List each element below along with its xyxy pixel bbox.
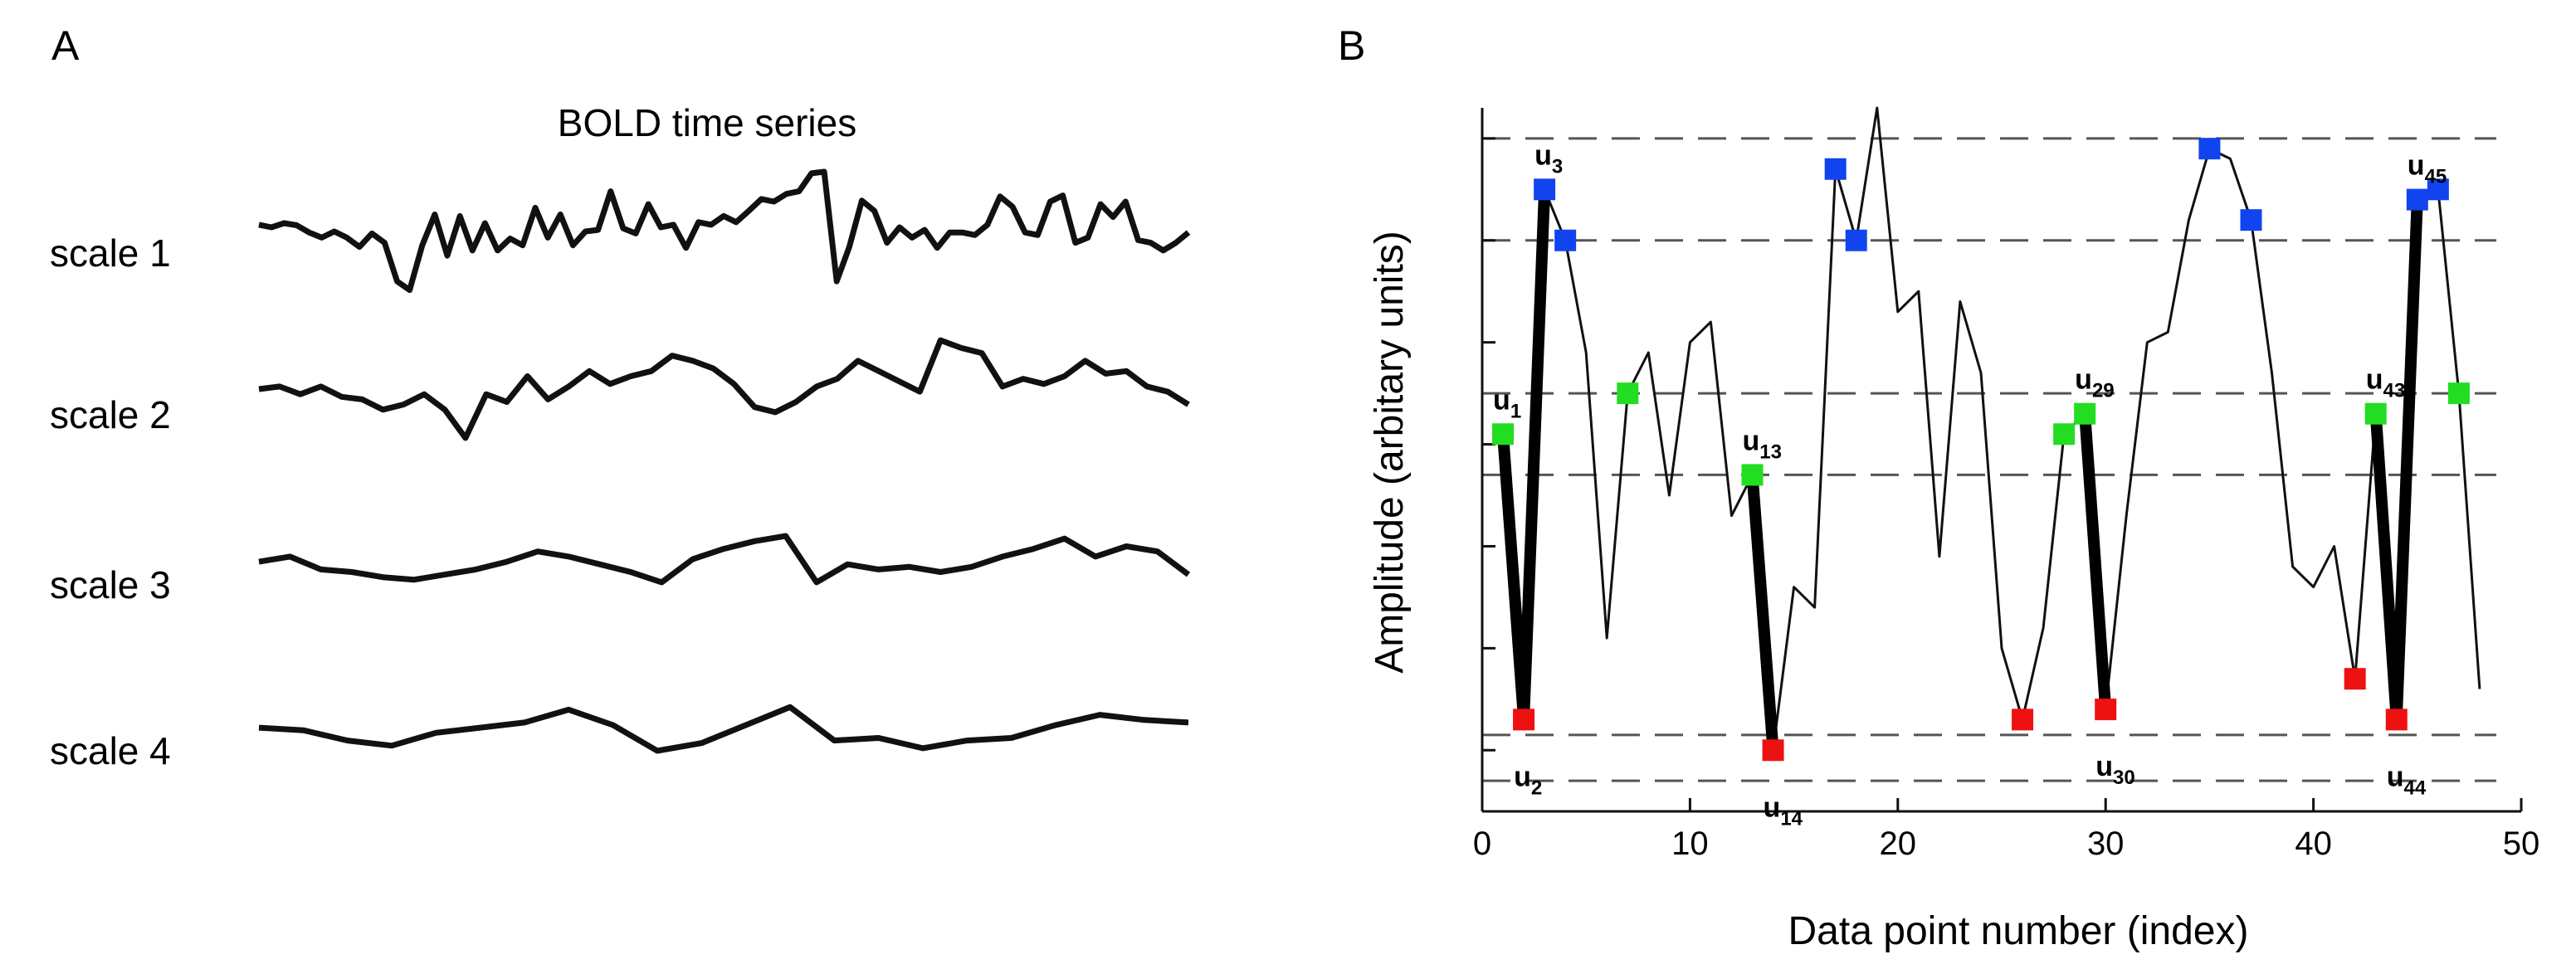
annotation-main: u bbox=[1493, 384, 1510, 416]
red-marker bbox=[2095, 699, 2117, 721]
annotation-main: u bbox=[1514, 761, 1531, 792]
green-marker bbox=[2364, 402, 2387, 425]
panel-a-label: A bbox=[51, 22, 80, 69]
annotation-subscript: 45 bbox=[2425, 166, 2447, 188]
annotation-main: u bbox=[2075, 364, 2092, 396]
blue-marker bbox=[2406, 188, 2428, 211]
annotation-u43: u43 bbox=[2366, 364, 2405, 402]
annotation-main: u bbox=[1534, 139, 1552, 171]
x-axis-title: Data point number (index) bbox=[1788, 909, 2249, 953]
series-line bbox=[258, 168, 1191, 294]
time-series-2: scale 2 bbox=[50, 337, 1190, 441]
blue-marker bbox=[1824, 158, 1847, 180]
blue-marker bbox=[1534, 178, 1556, 201]
green-marker bbox=[1741, 464, 1764, 486]
annotation-subscript: 2 bbox=[1531, 777, 1542, 799]
annotation-subscript: 30 bbox=[2113, 767, 2135, 789]
annotation-subscript: 3 bbox=[1552, 155, 1563, 178]
bold-segment bbox=[1746, 469, 1779, 757]
annotation-subscript: 1 bbox=[1510, 400, 1521, 422]
time-series-1: scale 1 bbox=[50, 168, 1191, 294]
x-tick-label: 20 bbox=[1880, 825, 1917, 862]
panel-a-bold-time-series: BOLD time series scale 1 scale 2 scale 3 sc… bbox=[50, 101, 1191, 772]
panel-a-title: BOLD time series bbox=[558, 101, 856, 144]
annotation-subscript: 29 bbox=[2092, 380, 2115, 402]
series-line bbox=[258, 533, 1191, 586]
bold-segment bbox=[2390, 193, 2423, 726]
annotation-subscript: 43 bbox=[2383, 380, 2406, 402]
red-marker bbox=[1762, 739, 1784, 762]
red-marker bbox=[2344, 668, 2366, 690]
x-tick-label: 40 bbox=[2295, 825, 2332, 862]
annotation-subscript: 13 bbox=[1759, 441, 1782, 463]
time-series-3: scale 3 bbox=[50, 533, 1191, 606]
time-series-4: scale 4 bbox=[50, 704, 1189, 772]
annotation-subscript: 44 bbox=[2404, 777, 2427, 799]
green-marker bbox=[1617, 382, 1639, 405]
blue-marker bbox=[1845, 229, 1867, 251]
annotation-main: u bbox=[2408, 150, 2425, 182]
annotation-u13: u13 bbox=[1743, 425, 1782, 463]
annotation-main: u bbox=[2095, 751, 2113, 782]
annotation-u14: u14 bbox=[1764, 791, 1803, 830]
blue-marker bbox=[1554, 229, 1577, 251]
panel-b-amplitude-plot: 0 10 20 30 40 50 u1u2u3u13u14u29u30u43u44u45 … bbox=[1368, 106, 2540, 953]
series-label: scale 3 bbox=[50, 563, 171, 606]
blue-marker bbox=[2240, 209, 2262, 231]
red-marker bbox=[2385, 708, 2408, 731]
annotation-main: u bbox=[1764, 791, 1781, 823]
red-marker bbox=[1513, 708, 1535, 731]
x-tick-label: 0 bbox=[1473, 825, 1491, 862]
annotation-u29: u29 bbox=[2075, 364, 2114, 402]
red-marker bbox=[2012, 708, 2034, 731]
annotation-main: u bbox=[2387, 761, 2404, 792]
y-axis-title: Amplitude (arbitary units) bbox=[1368, 231, 1412, 674]
annotation-u45: u45 bbox=[2408, 150, 2447, 188]
annotation-u1: u1 bbox=[1493, 384, 1521, 422]
annotation-main: u bbox=[1743, 425, 1760, 456]
blue-marker bbox=[2198, 138, 2221, 160]
green-marker bbox=[1492, 423, 1515, 446]
series-line bbox=[258, 704, 1189, 754]
blue-marker bbox=[2427, 178, 2449, 201]
x-tick-label: 50 bbox=[2503, 825, 2540, 862]
annotation-subscript: 14 bbox=[1780, 807, 1803, 830]
x-tick-label: 10 bbox=[1671, 825, 1709, 862]
panel-b-label: B bbox=[1338, 22, 1365, 69]
series-label: scale 2 bbox=[50, 393, 171, 436]
amplitude-line bbox=[1501, 106, 2481, 752]
green-marker bbox=[2447, 382, 2470, 405]
series-label: scale 1 bbox=[50, 231, 171, 275]
bold-segment bbox=[2079, 407, 2112, 716]
bold-segment bbox=[1518, 183, 1551, 726]
annotation-u3: u3 bbox=[1534, 139, 1563, 178]
green-marker bbox=[2053, 423, 2076, 446]
annotation-u2: u2 bbox=[1514, 761, 1542, 799]
annotation-main: u bbox=[2366, 364, 2383, 396]
annotation-u30: u30 bbox=[2095, 751, 2134, 789]
x-tick-label: 30 bbox=[2087, 825, 2125, 862]
annotation-u44: u44 bbox=[2387, 761, 2427, 799]
series-line bbox=[258, 337, 1190, 441]
green-marker bbox=[2074, 402, 2096, 425]
series-label: scale 4 bbox=[50, 729, 171, 772]
